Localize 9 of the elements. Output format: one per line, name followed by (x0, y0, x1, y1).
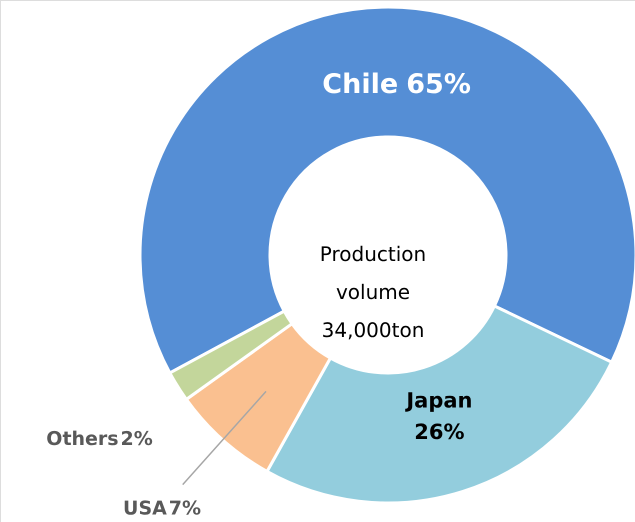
text: Production volume 34,000ton (320, 242, 426, 342)
slice-label: Others (46, 428, 119, 450)
slice-label: Japan (404, 388, 472, 412)
slice-label: Chile (322, 69, 398, 100)
slice-label: USA (123, 497, 168, 520)
data-label: 2% (120, 428, 153, 450)
data-label: 65% (406, 69, 471, 100)
data-label: 26% (414, 420, 465, 444)
data-label: 7% (168, 497, 202, 520)
